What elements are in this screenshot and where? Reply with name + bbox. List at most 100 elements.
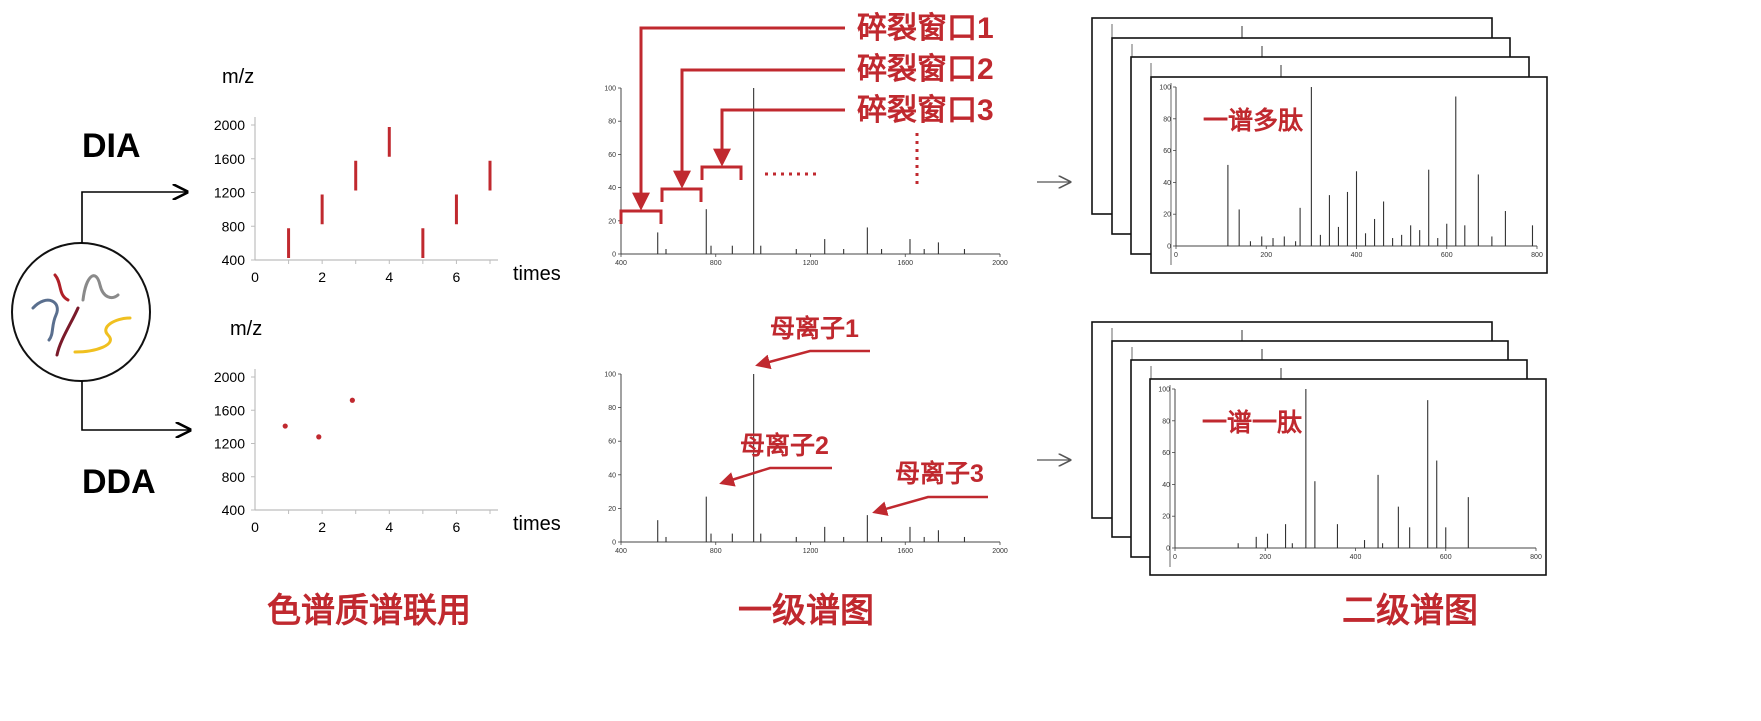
spectrum-x-tick-label: 2000 <box>992 548 1008 555</box>
spectrum-x-tick-label: 1200 <box>803 548 819 555</box>
ms2-spectrum-label: 一谱一肽 <box>1202 408 1303 437</box>
spectrum-x-tick-label: 600 <box>1441 252 1453 259</box>
ms2-stack-many: 0 20 40 60 80 100 0 200 400 600 800 一谱多肽 <box>1091 17 1548 274</box>
ms2-spectrum-label: 一谱多肽 <box>1203 106 1304 135</box>
dda-chart: m/z times 400 800 1200 1600 2000 0 2 4 6 <box>214 318 561 535</box>
spectrum-x-tick-label: 1600 <box>897 548 913 555</box>
spectrum-y-tick-label: 80 <box>1162 418 1170 425</box>
spectrum-x-tick-label: 800 <box>1530 554 1542 561</box>
x-tick-label: 0 <box>251 269 259 285</box>
peptide-blue <box>31 298 59 342</box>
window-3-pointer <box>713 108 845 167</box>
precursor-label-2: 母离子2 <box>740 431 829 460</box>
ms2-frame <box>1149 378 1547 576</box>
spectrum-y-tick-label: 20 <box>1162 514 1170 521</box>
precursor-callouts: 母离子1 母离子2 母离子3 <box>719 314 988 516</box>
dda-precursor-point <box>349 397 355 403</box>
spectrum-x-tick-label: 800 <box>710 548 722 555</box>
window-1-bracket <box>619 209 663 224</box>
spectrum-x-tick-label: 1600 <box>897 260 913 267</box>
dda-precursor-point <box>282 423 288 429</box>
caption-lc-ms: 色谱质谱联用 <box>267 592 471 630</box>
y-tick-label: 800 <box>222 218 246 234</box>
spectrum-y-tick-label: 40 <box>608 185 616 192</box>
spectrum-y-tick-label: 20 <box>1163 212 1171 219</box>
spectrum-x-tick-label: 800 <box>1531 252 1543 259</box>
peptide-darkred <box>55 306 80 357</box>
spectrum-y-tick-label: 0 <box>1166 546 1170 553</box>
y-tick-label: 2000 <box>214 117 245 133</box>
label-dda: DDA <box>82 463 156 501</box>
spectrum-y-tick-label: 80 <box>1163 116 1171 123</box>
spectrum-x-tick-label: 200 <box>1260 252 1272 259</box>
y-tick-label: 2000 <box>214 369 245 385</box>
ms1-spectrum-dda: 0 20 40 60 80 100 400 800 1200 1600 2000 <box>604 372 1008 556</box>
spectrum-x-tick-label: 2000 <box>992 260 1008 267</box>
x-tick-label: 4 <box>385 269 393 285</box>
spectrum-x-tick-label: 1200 <box>803 260 819 267</box>
spectrum-y-tick-label: 20 <box>608 506 616 513</box>
dda-precursor-point <box>316 434 322 440</box>
precursor-label-1: 母离子1 <box>770 314 859 343</box>
spectrum-y-tick-label: 100 <box>604 372 616 379</box>
x-tick-label: 6 <box>453 269 461 285</box>
spectrum-x-tick-label: 0 <box>1173 554 1177 561</box>
window-2-pointer <box>673 68 845 189</box>
y-tick-label: 1200 <box>214 436 245 452</box>
spectrum-y-tick-label: 0 <box>612 252 616 259</box>
spectrum-y-tick-label: 100 <box>1159 85 1171 92</box>
dia-xlabel: times <box>513 263 561 285</box>
spectrum-y-tick-label: 0 <box>612 540 616 547</box>
y-tick-label: 1600 <box>214 402 245 418</box>
x-tick-label: 2 <box>318 269 326 285</box>
ms1-spectrum-dia: 0 20 40 60 80 100 400 800 1200 1600 2000 <box>604 86 1008 268</box>
y-tick-label: 400 <box>222 502 246 518</box>
window-label-3: 碎裂窗口3 <box>857 93 994 127</box>
window-callouts: 碎裂窗口1 碎裂窗口2 碎裂窗口3 <box>619 11 994 224</box>
precursor-1-pointer <box>755 349 870 370</box>
ms2-stack-one: 0 20 40 60 80 100 0 200 400 600 800 一谱一肽 <box>1091 321 1547 576</box>
ms2-spectrum-front: 0 20 40 60 80 100 0 200 400 600 800 一谱一肽 <box>1149 378 1547 576</box>
arrow-to-dda <box>81 381 190 430</box>
spectrum-y-tick-label: 40 <box>1162 482 1170 489</box>
x-tick-label: 0 <box>251 519 259 535</box>
spectrum-y-tick-label: 40 <box>1163 180 1171 187</box>
precursor-label-3: 母离子3 <box>895 459 984 488</box>
caption-ms1: 一级谱图 <box>738 592 874 630</box>
spectrum-x-tick-label: 400 <box>615 548 627 555</box>
spectrum-y-tick-label: 60 <box>608 439 616 446</box>
y-tick-label: 1600 <box>214 151 245 167</box>
dda-xlabel: times <box>513 513 561 535</box>
spectrum-x-tick-label: 400 <box>615 260 627 267</box>
spectrum-y-tick-label: 40 <box>608 472 616 479</box>
window-1-pointer <box>632 26 845 211</box>
spectrum-x-tick-label: 800 <box>710 260 722 267</box>
x-tick-label: 2 <box>318 519 326 535</box>
y-tick-label: 800 <box>222 469 246 485</box>
spectrum-x-tick-label: 0 <box>1174 252 1178 259</box>
spectrum-y-tick-label: 20 <box>608 218 616 225</box>
window-2-bracket <box>660 187 703 202</box>
spectrum-y-tick-label: 100 <box>604 86 616 93</box>
spectrum-x-tick-label: 400 <box>1350 554 1362 561</box>
spectrum-y-tick-label: 0 <box>1167 244 1171 251</box>
spectrum-y-tick-label: 60 <box>608 152 616 159</box>
caption-ms2: 二级谱图 <box>1342 592 1478 630</box>
label-dia: DIA <box>82 127 141 165</box>
peptide-yellow <box>73 316 132 354</box>
precursor-3-pointer <box>872 495 988 516</box>
y-tick-label: 400 <box>222 252 246 268</box>
precursor-2-pointer <box>719 466 832 487</box>
ms2-spectrum-front: 0 20 40 60 80 100 0 200 400 600 800 一谱多肽 <box>1150 76 1548 274</box>
y-tick-label: 1200 <box>214 185 245 201</box>
peptide-gray <box>81 274 120 302</box>
x-tick-label: 6 <box>453 519 461 535</box>
spectrum-y-tick-label: 80 <box>608 119 616 126</box>
window-label-1: 碎裂窗口1 <box>857 11 994 45</box>
sample-circle <box>11 242 151 382</box>
dia-chart: m/z times 400 800 1200 1600 2000 0 2 4 6 <box>214 66 561 285</box>
window-label-2: 碎裂窗口2 <box>857 52 994 86</box>
arrow-to-dia <box>81 192 187 243</box>
spectrum-y-tick-label: 60 <box>1162 450 1170 457</box>
